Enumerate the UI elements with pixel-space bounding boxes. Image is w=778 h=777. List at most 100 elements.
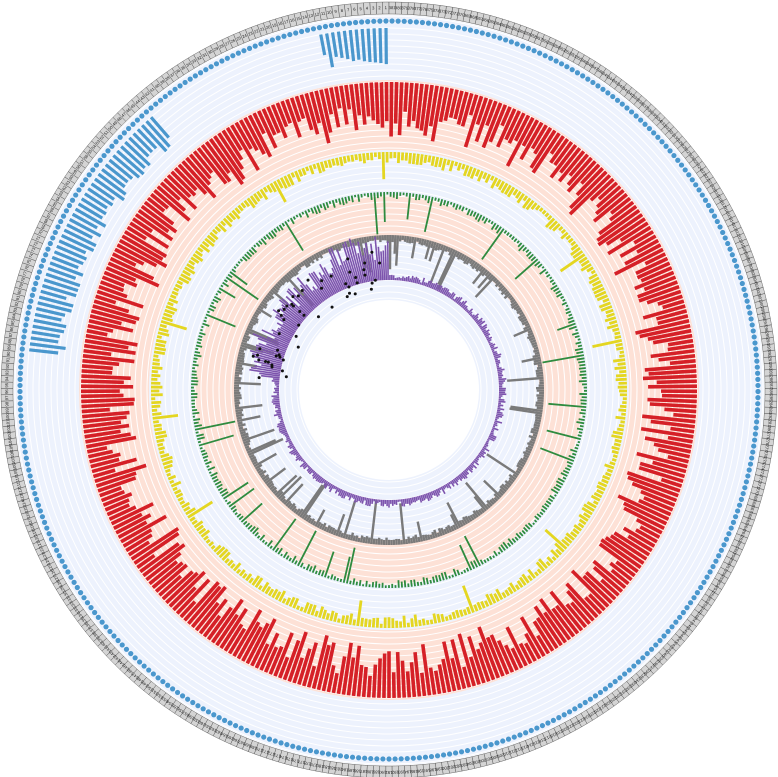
segment-label: 361 [512,26,521,33]
segment-label: 214 [526,742,535,749]
red-bar [202,614,222,638]
green-bar [196,341,202,345]
band-5 [239,240,539,540]
segment-label: 143 [112,654,121,663]
blue-dot [732,514,739,520]
red-bar [617,494,670,521]
blue-dot [716,553,722,559]
blue-bar [38,295,74,308]
yellow-bar [181,501,191,509]
segment-label: 359 [523,30,532,37]
blue-dot [383,18,389,24]
segment-label: 227 [598,703,607,711]
blue-dot [739,280,745,287]
blue-dot [734,263,740,269]
purple-bar [481,448,486,452]
red-bar [121,234,164,261]
segment-label: 20 [265,24,272,30]
yellow-bar [348,613,354,626]
purple-bar [415,496,418,501]
yellow-bar [578,513,589,522]
purple-bar [482,446,490,452]
red-bar [245,622,270,665]
purple-bar [458,474,464,480]
segment-label: 232 [623,684,632,693]
green-bar [336,577,340,582]
green-bar [248,249,255,255]
purple-bar [485,441,489,445]
green-bar [229,271,248,286]
segment-label: 287 [769,382,774,390]
yellow-bar [234,207,241,215]
yellow-bar [535,204,541,211]
blue-dot [293,30,299,36]
red-bar [156,185,187,212]
segment-label: 355 [547,40,556,48]
red-bar [278,656,290,679]
red-bar [519,616,546,658]
green-bar [263,236,267,241]
segment-label: 174 [279,754,288,761]
segment-label: 319 [713,189,721,198]
grid-circle [38,39,740,741]
blue-dot [401,18,407,24]
yellow-bar [506,186,516,198]
blue-dot [24,316,30,322]
green-bar [341,197,345,206]
blue-dot [21,334,27,340]
green-bar [249,525,256,533]
purple-bar [495,359,501,363]
segment-box [388,1,396,15]
purple-bar [310,272,329,299]
red-bar [297,648,312,686]
green-bar [294,560,298,565]
blue-dot [90,167,96,173]
purple-bar [274,337,290,346]
purple-bar [312,472,318,480]
red-bar [660,477,683,488]
green-bar [518,531,524,537]
purple-bar [410,275,414,283]
blue-dot [467,27,474,33]
yellow-bar [546,556,554,564]
grey-bar [468,258,474,265]
blue-dot [458,749,465,755]
purple-bar [428,280,433,288]
yellow-bar [215,546,226,556]
segment-label: 59 [71,168,78,175]
yellow-bar [156,335,162,339]
yellow-bar [184,266,196,275]
blue-dot [60,213,67,219]
red-bar [533,605,563,647]
grey-bar [256,467,262,472]
green-bar [218,287,236,299]
grid-circle [14,15,764,765]
segment-label: 153 [160,695,169,704]
blue-dot [750,328,756,334]
purple-bar [470,462,478,469]
red-bar [635,256,669,275]
yellow-bar [192,253,204,262]
purple-bar [492,427,499,431]
red-bar [555,604,580,635]
segment-label: 317 [719,200,727,209]
segment-label: 43 [139,94,146,101]
green-bar [205,460,212,465]
red-bar [326,665,336,693]
red-bar [395,651,401,698]
red-bar [580,163,601,185]
red-bar [311,634,329,690]
green-bar [282,551,288,559]
purple-bar [324,481,330,489]
grid-circle [212,213,566,567]
red-bar [505,626,528,667]
green-bar [213,478,219,483]
black-point [362,268,366,272]
segment-label: 115 [22,505,29,514]
blue-dot [195,703,201,709]
red-bar [598,204,638,236]
blue-dot [319,750,326,756]
yellow-bar [578,256,588,264]
grey-bar [535,413,542,418]
grey-bar [513,304,520,311]
